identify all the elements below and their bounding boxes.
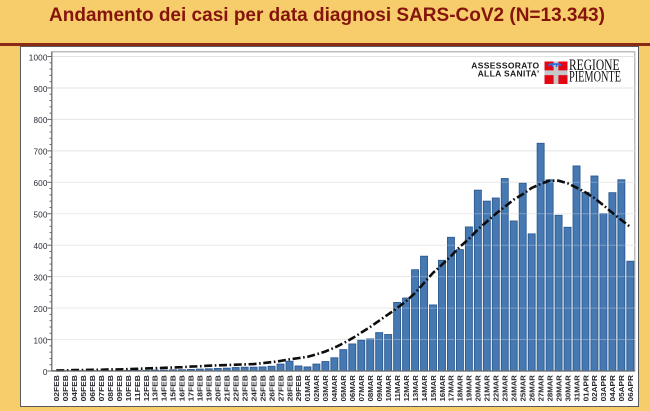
svg-text:15FEB: 15FEB bbox=[170, 375, 177, 401]
svg-text:04APR: 04APR bbox=[610, 375, 617, 401]
svg-text:25MAR: 25MAR bbox=[520, 375, 527, 401]
svg-text:400: 400 bbox=[33, 242, 47, 251]
svg-text:31MAR: 31MAR bbox=[574, 375, 581, 401]
svg-text:21FEB: 21FEB bbox=[224, 375, 231, 401]
svg-text:10MAR: 10MAR bbox=[385, 375, 392, 401]
svg-text:20FEB: 20FEB bbox=[215, 375, 222, 401]
svg-text:03MAR: 03MAR bbox=[323, 375, 330, 401]
svg-text:19MAR: 19MAR bbox=[466, 375, 473, 401]
svg-text:01APR: 01APR bbox=[583, 375, 590, 401]
svg-text:29MAR: 29MAR bbox=[556, 375, 563, 401]
svg-text:18FEB: 18FEB bbox=[197, 375, 204, 401]
svg-text:1000: 1000 bbox=[28, 53, 47, 62]
svg-text:PIEMONTE: PIEMONTE bbox=[569, 68, 621, 85]
svg-text:05FEB: 05FEB bbox=[80, 375, 87, 401]
svg-text:13MAR: 13MAR bbox=[412, 375, 419, 401]
svg-text:24MAR: 24MAR bbox=[511, 375, 518, 401]
svg-text:03FEB: 03FEB bbox=[63, 375, 70, 401]
svg-text:04FEB: 04FEB bbox=[72, 375, 79, 401]
svg-text:02MAR: 02MAR bbox=[314, 375, 321, 401]
svg-text:900: 900 bbox=[33, 84, 47, 93]
svg-text:200: 200 bbox=[33, 304, 47, 313]
svg-text:15MAR: 15MAR bbox=[430, 375, 437, 401]
svg-text:24FEB: 24FEB bbox=[251, 375, 258, 401]
svg-text:26MAR: 26MAR bbox=[529, 375, 536, 401]
svg-text:08FEB: 08FEB bbox=[107, 375, 114, 401]
svg-text:22MAR: 22MAR bbox=[493, 375, 500, 401]
svg-text:700: 700 bbox=[33, 147, 47, 156]
svg-text:30MAR: 30MAR bbox=[565, 375, 572, 401]
svg-text:05MAR: 05MAR bbox=[341, 375, 348, 401]
svg-text:14FEB: 14FEB bbox=[161, 375, 168, 401]
svg-text:06MAR: 06MAR bbox=[350, 375, 357, 401]
svg-text:08MAR: 08MAR bbox=[368, 375, 375, 401]
svg-text:16MAR: 16MAR bbox=[439, 375, 446, 401]
svg-text:600: 600 bbox=[33, 179, 47, 188]
svg-text:800: 800 bbox=[33, 116, 47, 125]
svg-text:10FEB: 10FEB bbox=[125, 375, 132, 401]
svg-text:07MAR: 07MAR bbox=[359, 375, 366, 401]
svg-text:03APR: 03APR bbox=[601, 375, 608, 401]
svg-text:26FEB: 26FEB bbox=[269, 375, 276, 401]
svg-text:0: 0 bbox=[42, 367, 47, 376]
svg-text:11FEB: 11FEB bbox=[134, 375, 141, 401]
svg-text:02APR: 02APR bbox=[592, 375, 599, 401]
svg-text:23FEB: 23FEB bbox=[242, 375, 249, 401]
svg-text:06APR: 06APR bbox=[628, 375, 635, 401]
svg-text:11MAR: 11MAR bbox=[394, 375, 401, 401]
svg-text:05APR: 05APR bbox=[619, 375, 626, 401]
svg-text:23MAR: 23MAR bbox=[502, 375, 509, 401]
svg-text:ALLA SANITA': ALLA SANITA' bbox=[477, 68, 539, 78]
svg-text:22FEB: 22FEB bbox=[233, 375, 240, 401]
svg-text:28MAR: 28MAR bbox=[547, 375, 554, 401]
svg-text:14MAR: 14MAR bbox=[421, 375, 428, 401]
svg-text:01MAR: 01MAR bbox=[305, 375, 312, 401]
svg-text:25FEB: 25FEB bbox=[260, 375, 267, 401]
svg-text:12FEB: 12FEB bbox=[143, 375, 150, 401]
svg-text:18MAR: 18MAR bbox=[457, 375, 464, 401]
svg-text:100: 100 bbox=[33, 336, 47, 345]
svg-text:02FEB: 02FEB bbox=[54, 375, 61, 401]
svg-text:12MAR: 12MAR bbox=[403, 375, 410, 401]
svg-text:27MAR: 27MAR bbox=[538, 375, 545, 401]
svg-text:29FEB: 29FEB bbox=[296, 375, 303, 401]
svg-text:21MAR: 21MAR bbox=[484, 375, 491, 401]
svg-text:09MAR: 09MAR bbox=[376, 375, 383, 401]
svg-text:20MAR: 20MAR bbox=[475, 375, 482, 401]
svg-text:27FEB: 27FEB bbox=[278, 375, 285, 401]
svg-text:19FEB: 19FEB bbox=[206, 375, 213, 401]
svg-text:500: 500 bbox=[33, 210, 47, 219]
svg-text:17MAR: 17MAR bbox=[448, 375, 455, 401]
svg-text:17FEB: 17FEB bbox=[188, 375, 195, 401]
svg-text:07FEB: 07FEB bbox=[98, 375, 105, 401]
svg-text:300: 300 bbox=[33, 273, 47, 282]
svg-text:13FEB: 13FEB bbox=[152, 375, 159, 401]
svg-text:09FEB: 09FEB bbox=[116, 375, 123, 401]
svg-text:06FEB: 06FEB bbox=[89, 375, 96, 401]
svg-text:16FEB: 16FEB bbox=[179, 375, 186, 401]
svg-text:28FEB: 28FEB bbox=[287, 375, 294, 401]
svg-text:04MAR: 04MAR bbox=[332, 375, 339, 401]
